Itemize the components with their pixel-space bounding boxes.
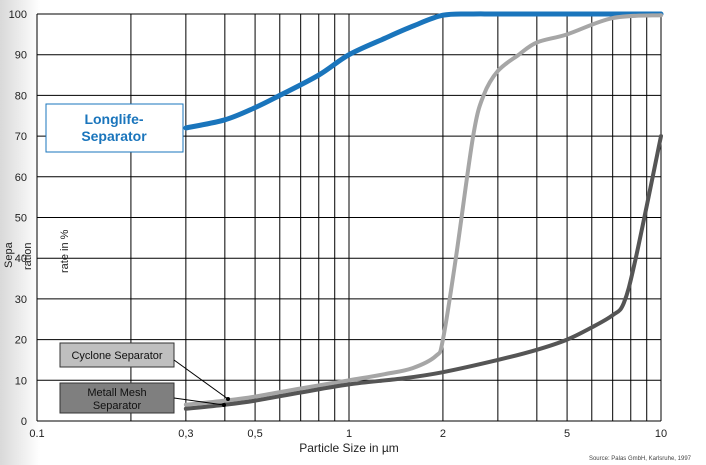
longlife-label-box [45, 103, 184, 153]
y-tick-label: 80 [15, 90, 27, 102]
series-line-cyclone-separator [183, 13, 663, 407]
x-axis-label: Particle Size in µm [299, 441, 399, 455]
y-tick-label: 0 [21, 416, 27, 428]
y-tick-label: 60 [15, 172, 27, 184]
y-tick-label: 40 [15, 253, 27, 265]
longlife-label-text: Longlife- [84, 111, 143, 127]
left-shade [0, 0, 40, 465]
cyclone-leader-line [173, 359, 229, 400]
mesh-leader-dot [222, 403, 226, 407]
y-tick-label: 20 [15, 335, 27, 347]
mesh-label-text: Metall Mesh [87, 387, 146, 399]
grid [36, 13, 662, 422]
series-lines [183, 11, 664, 411]
y-tick-label: 10 [15, 375, 27, 387]
x-tick-label: 5 [564, 428, 570, 440]
y-axis-label-part-1: Sepa [3, 241, 15, 268]
y-tick-label: 50 [15, 213, 27, 225]
cyclone-leader-dot [226, 397, 230, 401]
x-tick-label: 0,5 [247, 428, 262, 440]
x-tick-label: 2 [440, 428, 446, 440]
y-tick-label: 100 [9, 9, 27, 21]
source-note: Source: Palas GmbH, Karlsruhe, 1997 [589, 456, 692, 462]
x-tick-label: 0,3 [178, 428, 193, 440]
y-tick-label: 70 [15, 131, 27, 143]
x-tick-label: 0.1 [29, 428, 44, 440]
mesh-label-text: Separator [93, 400, 142, 412]
longlife-label-text: Separator [81, 128, 147, 144]
mesh-label-box [59, 382, 175, 414]
series-line-metall-mesh-separator [183, 134, 663, 411]
cyclone-label-text: Cyclone Separator [71, 350, 162, 362]
mesh-leader-line [173, 397, 225, 406]
y-axis-label-part-2: ration [22, 242, 34, 270]
tick-labels: 0 10 20 30 40 50 60 70 80 90 100 0.1 0,3 0,5 1 2 5 10 [9, 9, 667, 440]
cyclone-label-box [59, 342, 175, 368]
x-tick-label: 10 [655, 428, 667, 440]
series-line-longlife-separator [183, 11, 664, 131]
y-tick-label: 90 [15, 50, 27, 62]
y-axis-label-part-3: rate in % [59, 229, 71, 273]
x-tick-label: 1 [346, 428, 352, 440]
y-tick-label: 30 [15, 294, 27, 306]
